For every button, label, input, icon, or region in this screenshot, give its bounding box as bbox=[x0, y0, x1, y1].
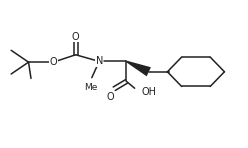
Text: N: N bbox=[95, 56, 103, 66]
Text: O: O bbox=[107, 92, 114, 102]
Text: Me: Me bbox=[84, 83, 97, 92]
Text: O: O bbox=[72, 32, 79, 42]
Text: O: O bbox=[50, 57, 57, 67]
Polygon shape bbox=[126, 61, 151, 76]
Text: OH: OH bbox=[142, 87, 157, 97]
